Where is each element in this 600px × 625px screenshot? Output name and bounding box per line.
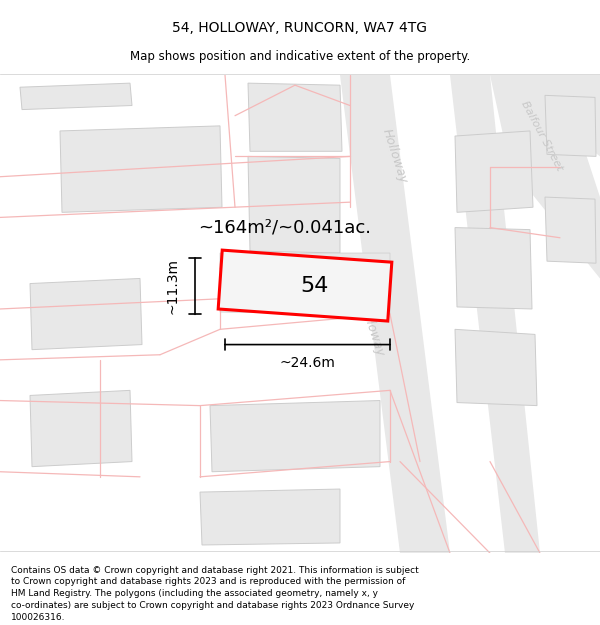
Polygon shape (248, 156, 340, 253)
Polygon shape (220, 253, 390, 314)
Polygon shape (60, 126, 222, 213)
Polygon shape (455, 329, 537, 406)
Text: Balfour Street: Balfour Street (520, 99, 565, 172)
Polygon shape (490, 75, 600, 279)
Polygon shape (545, 96, 596, 156)
Polygon shape (218, 250, 392, 321)
Polygon shape (248, 83, 342, 151)
Polygon shape (30, 391, 132, 467)
Polygon shape (455, 228, 532, 309)
Polygon shape (545, 197, 596, 263)
Polygon shape (20, 83, 132, 109)
Polygon shape (200, 489, 340, 545)
Polygon shape (210, 401, 380, 472)
Polygon shape (530, 75, 600, 156)
Text: 54: 54 (301, 276, 329, 296)
Text: 54, HOLLOWAY, RUNCORN, WA7 4TG: 54, HOLLOWAY, RUNCORN, WA7 4TG (173, 21, 427, 35)
Polygon shape (450, 75, 540, 553)
Text: ~164m²/~0.041ac.: ~164m²/~0.041ac. (199, 219, 371, 237)
Polygon shape (340, 75, 450, 553)
Text: ~11.3m: ~11.3m (166, 258, 180, 314)
Text: Holloway: Holloway (357, 300, 387, 358)
Text: Map shows position and indicative extent of the property.: Map shows position and indicative extent… (130, 50, 470, 62)
Text: ~24.6m: ~24.6m (280, 356, 335, 370)
Polygon shape (30, 279, 142, 349)
Text: Holloway: Holloway (380, 127, 410, 186)
Polygon shape (455, 131, 533, 212)
Text: Contains OS data © Crown copyright and database right 2021. This information is : Contains OS data © Crown copyright and d… (11, 566, 419, 622)
